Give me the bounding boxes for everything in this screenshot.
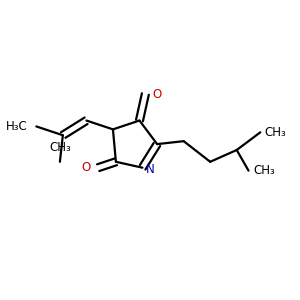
Text: CH₃: CH₃ <box>49 141 71 154</box>
Text: N: N <box>146 163 155 176</box>
Text: CH₃: CH₃ <box>253 164 275 177</box>
Text: O: O <box>153 88 162 100</box>
Text: CH₃: CH₃ <box>265 126 286 139</box>
Text: O: O <box>82 161 91 174</box>
Text: H₃C: H₃C <box>6 120 28 133</box>
